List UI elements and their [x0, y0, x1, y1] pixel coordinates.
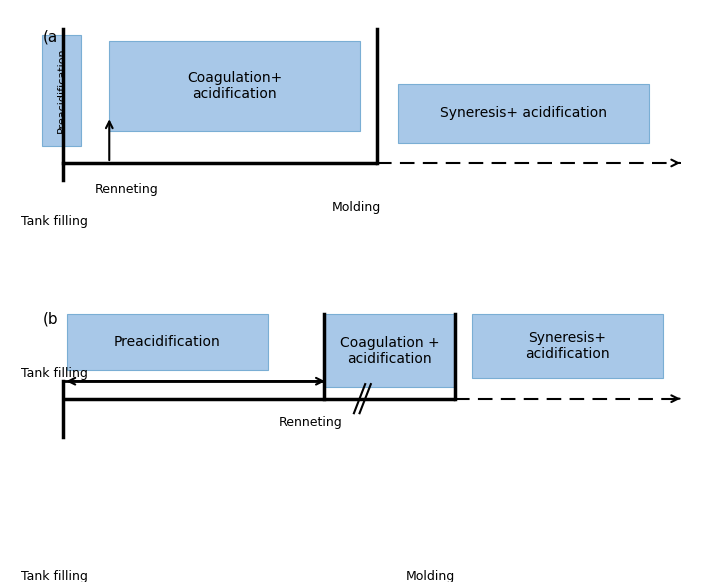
Text: Coagulation +
acidification: Coagulation + acidification [340, 336, 439, 365]
Text: Molding: Molding [405, 570, 455, 582]
Bar [67, 314, 268, 370]
Text: Renneting: Renneting [278, 416, 342, 429]
Text: Tank filling: Tank filling [21, 367, 88, 379]
Text: Molding: Molding [331, 201, 381, 214]
Bar [42, 35, 81, 146]
Text: Coagulation+
acidification: Coagulation+ acidification [187, 71, 282, 101]
Bar [472, 314, 663, 378]
Text: (b: (b [42, 311, 58, 327]
Text: Syneresis+
acidification: Syneresis+ acidification [525, 331, 610, 361]
Text: (a: (a [42, 29, 58, 44]
Text: Preacidification: Preacidification [56, 47, 67, 133]
Text: Tank filling: Tank filling [21, 215, 88, 228]
Bar [109, 41, 360, 131]
Text: Preacidification: Preacidification [114, 335, 221, 349]
Bar [324, 314, 455, 387]
Text: Syneresis+ acidification: Syneresis+ acidification [440, 107, 607, 120]
Text: Tank filling: Tank filling [21, 570, 88, 582]
Text: Renneting: Renneting [95, 183, 159, 196]
Bar [398, 84, 649, 143]
